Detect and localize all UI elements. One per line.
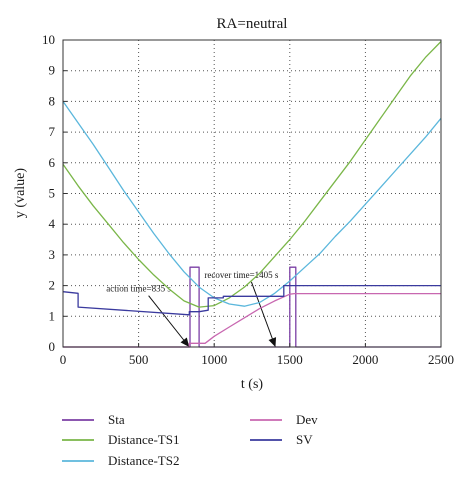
y-ticks: 0 1 2 3 4 5 6 7 8 9 10: [42, 32, 67, 354]
legend-label: Sta: [108, 412, 125, 427]
y-tick-label: 1: [49, 308, 56, 323]
legend-label: Distance-TS1: [108, 432, 179, 447]
series-lines: [62, 41, 442, 348]
y-tick-label: 5: [49, 186, 56, 201]
annotation-arrow-head: [268, 337, 277, 347]
x-tick-label: 500: [129, 352, 149, 367]
y-tick-label: 0: [49, 339, 56, 354]
legend-label: Dev: [296, 412, 318, 427]
legend: Sta Distance-TS1 Distance-TS2 Dev SV: [62, 412, 318, 468]
y-tick-label: 7: [49, 124, 56, 139]
y-tick-label: 3: [49, 247, 56, 262]
annotation-arrow-line: [250, 281, 276, 348]
y-tick-label: 9: [49, 63, 56, 78]
y-tick-label: 6: [49, 155, 56, 170]
series-line-distance-ts2: [62, 101, 442, 307]
x-axis-title: t (s): [241, 377, 264, 392]
chart-title: RA=neutral: [217, 16, 288, 32]
grid: [63, 40, 441, 347]
x-tick-label: 2500: [428, 352, 454, 367]
series-line-sv: [62, 284, 441, 316]
legend-label: Distance-TS2: [108, 453, 179, 468]
y-tick-label: 2: [49, 278, 56, 293]
y-tick-label: 10: [42, 32, 55, 47]
x-ticks: 0 500 1000 1500 2000 2500: [60, 343, 454, 367]
annotation-arrow-line: [148, 295, 190, 348]
x-tick-label: 0: [60, 352, 67, 367]
y-tick-label: 8: [49, 93, 56, 108]
y-tick-label: 4: [49, 216, 56, 231]
series-line-distance-ts1: [62, 41, 442, 308]
annotation-arrow-head: [180, 337, 190, 347]
x-tick-label: 2000: [352, 352, 378, 367]
x-tick-label: 1000: [201, 352, 227, 367]
y-axis-title: y (value): [13, 168, 28, 218]
annotations: action time=835 s recover time=1405 s: [106, 270, 279, 348]
x-tick-label: 1500: [277, 352, 303, 367]
annotation-label: action time=835 s: [106, 284, 171, 294]
legend-label: SV: [296, 432, 313, 447]
series-line-dev: [63, 292, 441, 348]
annotation-label: recover time=1405 s: [204, 270, 279, 280]
